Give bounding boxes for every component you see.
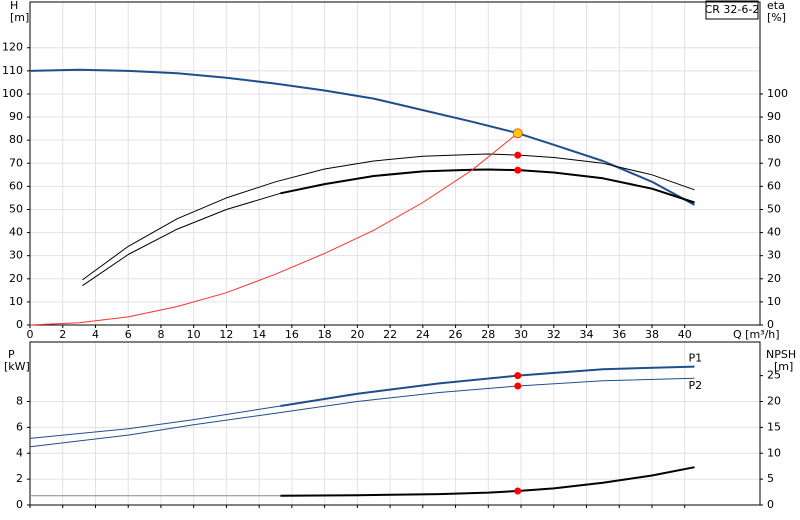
y-tick-label: 4 (16, 446, 23, 459)
duty-point (514, 151, 522, 159)
y-tick-label: 120 (2, 41, 23, 54)
y-tick-label: 60 (9, 179, 23, 192)
y2-label: NPSH (766, 348, 796, 361)
y-tick-label: 8 (16, 395, 23, 408)
plot-frame (29, 1, 761, 326)
x-tick-label: 18 (318, 328, 332, 341)
y-label: P (8, 348, 15, 361)
curve (29, 405, 281, 439)
x-tick-label: 32 (547, 328, 561, 341)
x-tick-label: 2 (59, 328, 66, 341)
y2-tick-label: 90 (767, 110, 781, 123)
y2-tick-label: 40 (767, 226, 781, 239)
y2-tick-label: 100 (767, 87, 788, 100)
x-tick-label: 26 (449, 328, 463, 341)
curve (29, 68, 695, 206)
y2-label-unit: [m] (774, 360, 793, 373)
duty-point (514, 487, 522, 495)
y-tick-label: 2 (16, 472, 23, 485)
legend-label: P2 (689, 379, 703, 392)
y-tick-label: 90 (9, 110, 23, 123)
y2-tick-label: 50 (767, 202, 781, 215)
duty-point (514, 382, 522, 390)
y2-tick-label: 80 (767, 133, 781, 146)
x-tick-label: 14 (252, 328, 266, 341)
y2-label: eta (767, 0, 785, 12)
x-tick-label: 40 (678, 328, 692, 341)
y-tick-label: 0 (16, 318, 23, 331)
x-tick-label: 36 (612, 328, 626, 341)
y2-tick-label: 10 (767, 446, 781, 459)
chart-title: CR 32-6-2 (705, 3, 760, 16)
x-tick-label: 20 (350, 328, 364, 341)
duty-point (514, 166, 522, 174)
y-tick-label: 30 (9, 249, 23, 262)
y-tick-label: 0 (16, 498, 23, 511)
y-label-unit: [m] (10, 11, 29, 24)
y-tick-label: 50 (9, 202, 23, 215)
y2-tick-label: 30 (767, 249, 781, 262)
curve (82, 192, 281, 287)
y-label: H (10, 0, 18, 12)
y2-tick-label: 60 (767, 179, 781, 192)
y2-tick-label: 20 (767, 272, 781, 285)
legend-label: P1 (689, 352, 703, 365)
y-tick-label: 6 (16, 420, 23, 433)
x-tick-label: 30 (514, 328, 528, 341)
y-tick-label: 80 (9, 133, 23, 146)
y2-tick-label: 25 (767, 369, 781, 382)
y2-label-unit: [%] (767, 11, 786, 24)
x-tick-label: 24 (416, 328, 430, 341)
x-tick-label: 16 (285, 328, 299, 341)
y-tick-label: 20 (9, 272, 23, 285)
y2-tick-label: 70 (767, 156, 781, 169)
plot-frame (29, 341, 761, 506)
y2-tick-label: 10 (767, 295, 781, 308)
x-label: Q [m³/h] (733, 328, 780, 341)
x-tick-label: 22 (383, 328, 397, 341)
curve (280, 168, 695, 204)
duty-point (514, 372, 522, 380)
y2-tick-label: 0 (767, 318, 774, 331)
x-tick-label: 28 (481, 328, 495, 341)
x-tick-label: 6 (125, 328, 132, 341)
curve (29, 377, 695, 448)
y2-tick-label: 5 (767, 472, 774, 485)
curve (82, 153, 695, 281)
y-tick-label: 70 (9, 156, 23, 169)
y2-tick-label: 15 (767, 420, 781, 433)
y-label-unit: [kW] (4, 360, 30, 373)
curve (280, 365, 695, 407)
y-tick-label: 40 (9, 226, 23, 239)
y2-tick-label: 20 (767, 395, 781, 408)
x-tick-label: 4 (92, 328, 99, 341)
y2-tick-label: 0 (767, 498, 774, 511)
x-tick-label: 34 (580, 328, 594, 341)
x-tick-label: 8 (157, 328, 164, 341)
x-tick-label: 12 (219, 328, 233, 341)
y-tick-label: 100 (2, 87, 23, 100)
duty-point (512, 128, 523, 139)
x-tick-label: 38 (645, 328, 659, 341)
title-box (705, 0, 759, 20)
x-tick-label: 0 (27, 328, 34, 341)
curve (29, 132, 519, 326)
y-tick-label: 110 (2, 64, 23, 77)
x-tick-label: 10 (187, 328, 201, 341)
y-tick-label: 10 (9, 295, 23, 308)
